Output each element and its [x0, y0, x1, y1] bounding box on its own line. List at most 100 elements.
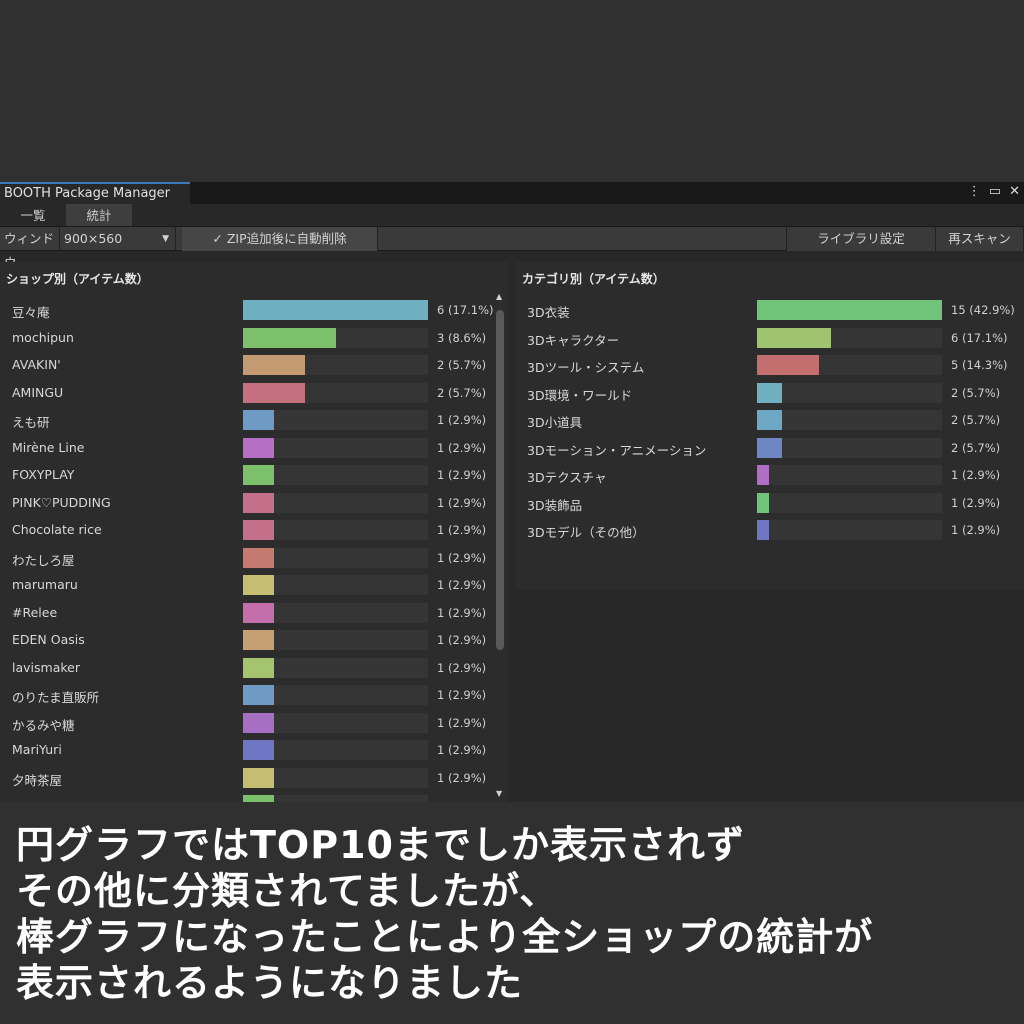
- bar-label: 3Dキャラクター: [527, 332, 620, 348]
- bar-track: [243, 465, 428, 485]
- bar-label: 豆々庵: [12, 305, 50, 320]
- window-size-dropdown[interactable]: 900×560 ▼: [60, 226, 176, 251]
- bar-track: [243, 300, 428, 320]
- bar-row: Chocolate rice 1 (2.9%): [0, 520, 508, 542]
- bar-value: 6 (17.1%): [437, 303, 494, 317]
- bar-row: EDEN Oasis 1 (2.9%): [0, 630, 508, 652]
- category-stats-panel: カテゴリ別（アイテム数） 3D衣装 15 (42.9%) 3Dキャラクター 6 (…: [516, 262, 1024, 590]
- bar-label: 3D装飾品: [527, 497, 583, 513]
- bar-row: [0, 795, 508, 802]
- bar: [243, 575, 274, 595]
- library-settings-button[interactable]: ライブラリ設定: [786, 226, 936, 251]
- bar: [243, 740, 274, 760]
- bar: [757, 520, 770, 540]
- bar-row: MariYuri 1 (2.9%): [0, 740, 508, 762]
- bar-value: 1 (2.9%): [951, 495, 1001, 510]
- bar: [757, 382, 782, 403]
- bar: [757, 355, 819, 375]
- bar-value: 1 (2.9%): [437, 440, 487, 455]
- bar-row: 3D装飾品 1 (2.9%): [516, 492, 1024, 515]
- kebab-icon[interactable]: ⋮: [967, 184, 981, 199]
- bar-value: 1 (2.9%): [437, 743, 487, 757]
- bar-value: 1 (2.9%): [951, 468, 1001, 482]
- bar-row: marumaru 1 (2.9%): [0, 575, 508, 597]
- window-title-tab[interactable]: BOOTH Package Manager: [0, 182, 190, 204]
- bar-value: 3 (8.6%): [437, 330, 487, 345]
- bar: [243, 795, 274, 802]
- bar-track: [243, 547, 428, 568]
- tab-list[interactable]: 一覧: [20, 208, 46, 223]
- bar-track: [243, 382, 428, 403]
- close-icon[interactable]: ✕: [1009, 184, 1020, 199]
- bar: [243, 410, 274, 430]
- bar-row: のりたま直販所 1 (2.9%): [0, 685, 508, 707]
- bar-label: lavismaker: [12, 659, 80, 675]
- scroll-down-icon[interactable]: ▼: [496, 789, 503, 798]
- bar-label: Chocolate rice: [12, 522, 102, 537]
- bar-row: mochipun 3 (8.6%): [0, 327, 508, 350]
- window-size-label: ウィンドウ: [0, 226, 60, 270]
- bar-row: 3D小道具 2 (5.7%): [516, 410, 1024, 432]
- bar-value: 15 (42.9%): [951, 303, 1015, 317]
- bar-track: [243, 575, 428, 595]
- tab-stats[interactable]: 統計: [66, 204, 132, 226]
- scrollbar[interactable]: ▲ ▼: [494, 292, 506, 802]
- bar: [757, 410, 782, 430]
- bar-label: EDEN Oasis: [12, 632, 85, 647]
- toolbar: ウィンドウ 900×560 ▼ ✓ ZIP追加後に自動削除 ライブラリ設定 再スキ…: [0, 226, 1024, 270]
- bar-label: mochipun: [12, 329, 74, 345]
- bar-row: 夕時茶屋 1 (2.9%): [0, 767, 508, 790]
- bar-label: FOXYPLAY: [12, 467, 75, 482]
- bar: [243, 327, 336, 348]
- bar-value: 1 (2.9%): [437, 495, 487, 510]
- bar-label: MariYuri: [12, 742, 62, 757]
- bar-label: Mirène Line: [12, 439, 85, 455]
- bar-label: わたしろ屋: [12, 552, 75, 568]
- bar-label: AMINGU: [12, 384, 64, 400]
- tab-bar: 一覧 統計: [0, 204, 1024, 227]
- bar-track: [757, 492, 942, 513]
- bar-track: [243, 740, 428, 760]
- bar-track: [757, 382, 942, 403]
- bar: [757, 492, 770, 513]
- maximize-icon[interactable]: ▭: [988, 184, 1002, 199]
- bar-track: [757, 520, 942, 540]
- bar-value: 1 (2.9%): [437, 550, 487, 565]
- bar-row: lavismaker 1 (2.9%): [0, 657, 508, 680]
- bar-label: 3D小道具: [527, 415, 583, 430]
- rescan-button[interactable]: 再スキャン: [936, 226, 1024, 251]
- bar-row: えも研 1 (2.9%): [0, 410, 508, 432]
- bar-track: [757, 437, 942, 458]
- scroll-up-icon[interactable]: ▲: [496, 292, 503, 301]
- bar-value: 1 (2.9%): [437, 523, 487, 537]
- bar-track: [243, 767, 428, 788]
- bar: [243, 300, 428, 320]
- bar-track: [243, 630, 428, 650]
- bar-label: AVAKIN': [12, 357, 61, 372]
- shop-stats-title: ショップ別（アイテム数）: [6, 272, 149, 286]
- bar-row: 3Dモーション・アニメーション 2 (5.7%): [516, 437, 1024, 460]
- title-bar: BOOTH Package Manager ⋮ ▭ ✕: [0, 182, 1024, 204]
- bar-track: [757, 300, 942, 320]
- bar-row: 3D衣装 15 (42.9%): [516, 300, 1024, 322]
- bar-track: [243, 355, 428, 375]
- bar-label: 3D環境・ワールド: [527, 387, 633, 403]
- caption: 円グラフではTOP10までしか表示されず その他に分類されてましたが、 棒グラフ…: [16, 822, 873, 1006]
- auto-delete-toggle[interactable]: ✓ ZIP追加後に自動削除: [182, 226, 378, 251]
- bar-label: 夕時茶屋: [12, 772, 63, 788]
- bar: [243, 465, 274, 485]
- bar-track: [243, 712, 428, 733]
- bar: [243, 602, 274, 623]
- bar-value: 1 (2.9%): [437, 605, 487, 620]
- bar-label: えも研: [12, 415, 50, 430]
- category-stats-title: カテゴリ別（アイテム数）: [522, 272, 665, 286]
- bar-value: 2 (5.7%): [437, 385, 487, 400]
- scroll-thumb[interactable]: [496, 310, 504, 650]
- bar-track: [757, 355, 942, 375]
- bar-track: [243, 657, 428, 678]
- chevron-down-icon: ▼: [162, 233, 169, 244]
- bar-value: 1 (2.9%): [437, 660, 487, 675]
- shop-stats-panel: ショップ別（アイテム数） 豆々庵 6 (17.1%) mochipun 3 (8.…: [0, 262, 508, 802]
- bar-row: AVAKIN' 2 (5.7%): [0, 355, 508, 377]
- bar-row: 3Dモデル（その他） 1 (2.9%): [516, 520, 1024, 542]
